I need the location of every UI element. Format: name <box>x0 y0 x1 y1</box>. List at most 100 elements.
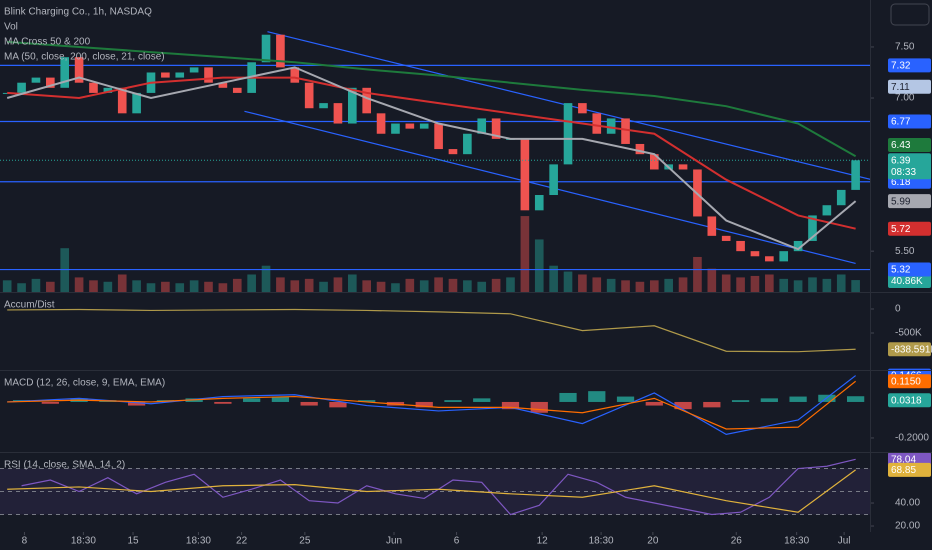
volume-bar <box>506 277 515 292</box>
histogram-bar <box>789 396 807 402</box>
volume-bar <box>707 268 717 292</box>
histogram-bar <box>473 398 491 402</box>
y-tick-label: -500K <box>895 328 922 339</box>
x-tick-label: 18:30 <box>71 536 96 547</box>
volume-bar <box>319 281 328 292</box>
candle <box>89 82 98 93</box>
settings-button[interactable] <box>890 3 930 26</box>
price-badge-label: 7.11 <box>891 82 910 93</box>
candle <box>448 149 458 155</box>
volume-bar <box>765 274 774 292</box>
volume-bar <box>563 271 573 292</box>
price-badge-label: 6.18 <box>891 177 911 188</box>
volume-bar <box>132 280 141 292</box>
x-tick-label: 25 <box>299 536 311 547</box>
histogram-bar <box>703 401 721 408</box>
price-badge-label: 6.39 <box>891 155 911 166</box>
price-badge <box>888 462 931 477</box>
x-tick-label: 6 <box>454 536 460 547</box>
candle <box>276 34 285 68</box>
candle <box>635 143 645 155</box>
x-tick-label: Jul <box>838 536 851 547</box>
volume-bar <box>218 283 228 292</box>
volume-bar <box>721 274 731 292</box>
candle <box>161 72 170 78</box>
candle <box>779 251 789 262</box>
candle <box>261 34 271 63</box>
price-badge <box>888 138 931 152</box>
y-tick-label: -0.2000 <box>895 433 929 444</box>
histogram-bar <box>645 401 663 406</box>
volume-bar <box>520 216 530 292</box>
volume-bar <box>276 277 285 292</box>
candle <box>60 57 70 88</box>
price-badge-label: 78.04 <box>891 454 916 465</box>
volume-bar <box>362 280 372 292</box>
y-tick-label: 20.00 <box>895 521 920 532</box>
candle <box>319 103 328 109</box>
candle <box>822 205 832 216</box>
series-line <box>7 380 856 430</box>
volume-bar <box>750 275 760 292</box>
volume-bar <box>31 278 41 292</box>
volume-bar <box>89 280 98 292</box>
volume-bar <box>290 280 300 292</box>
price-badge <box>888 374 931 389</box>
histogram-bar <box>329 401 347 408</box>
candle <box>563 103 573 165</box>
volume-bar <box>247 274 256 292</box>
volume-bar <box>664 278 673 292</box>
x-tick-label: 22 <box>236 536 248 547</box>
volume-bar <box>678 277 688 292</box>
candle <box>290 67 300 83</box>
candle <box>621 118 630 144</box>
volume-bar <box>578 274 587 292</box>
candle <box>348 87 357 124</box>
candle <box>117 87 127 114</box>
pane-title: MACD (12, 26, close, 9, EMA, EMA) <box>4 378 165 389</box>
price-badge <box>888 194 931 209</box>
candle <box>132 92 141 114</box>
candle <box>74 57 84 83</box>
candle <box>736 240 745 252</box>
volume-bar <box>606 278 616 292</box>
volume-bar <box>621 280 630 292</box>
x-tick-label: 20 <box>647 536 659 547</box>
volume-bar <box>232 278 242 292</box>
volume-bar <box>779 278 789 292</box>
histogram-bar <box>674 401 692 410</box>
price-badge-label: 6.77 <box>891 117 911 128</box>
x-tick-label: 26 <box>731 536 743 547</box>
candle <box>836 189 846 206</box>
histogram-bar <box>444 400 462 402</box>
candle <box>31 77 41 83</box>
price-badge <box>888 393 931 408</box>
histogram-bar <box>127 401 146 406</box>
candle <box>707 216 717 236</box>
indicator-label: MA (50, close, 200, close, 21, close) <box>4 52 165 63</box>
price-badge-label: 0.0318 <box>891 395 922 406</box>
candle <box>578 103 587 114</box>
candle <box>721 235 731 241</box>
candle <box>218 82 228 88</box>
candle <box>362 87 372 114</box>
y-tick-label: 0 <box>895 304 901 315</box>
x-tick-label: 18:30 <box>186 536 211 547</box>
candle <box>808 215 817 241</box>
price-badge-label: 6.43 <box>891 140 911 151</box>
volume-bar <box>405 278 415 292</box>
candle <box>851 160 860 190</box>
y-tick-label: 7.00 <box>895 93 915 104</box>
histogram-bar <box>588 391 606 402</box>
volume-bar <box>534 239 544 292</box>
volume-bar <box>448 278 458 292</box>
candle <box>17 82 26 93</box>
candle <box>46 77 55 88</box>
pane-title: Accum/Dist <box>4 300 55 311</box>
candle <box>765 256 774 262</box>
price-badge <box>888 262 931 277</box>
price-badge <box>888 342 931 357</box>
volume-bar <box>46 281 55 292</box>
candle <box>649 154 659 170</box>
candle <box>376 113 386 134</box>
